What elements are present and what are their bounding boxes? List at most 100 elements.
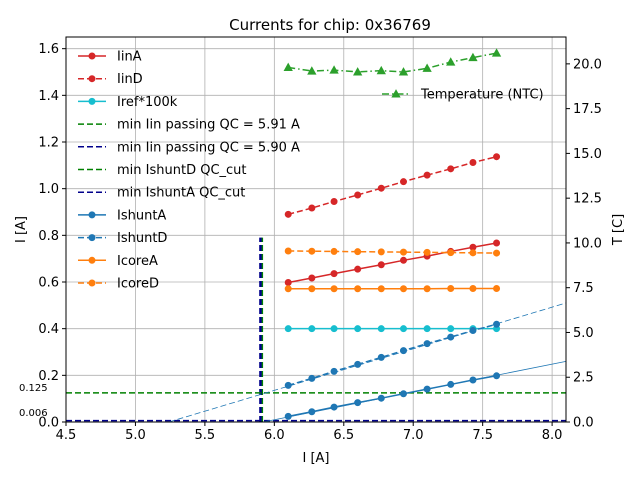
- x-tick-label-1: 5.0: [125, 428, 146, 443]
- point-icorea-2: [330, 285, 338, 293]
- chart-title: Currents for chip: 0x36769: [229, 16, 431, 34]
- y-tick-label-8: 1.6: [38, 42, 59, 57]
- point-temperature-3: [353, 67, 363, 76]
- point-icorea-9: [493, 285, 501, 293]
- point-ishuntd-2: [330, 367, 338, 375]
- point-icorea-4: [377, 285, 385, 293]
- legend-label-1: IinD: [117, 72, 143, 87]
- point-icorea-3: [354, 285, 362, 293]
- point-iina-9: [493, 239, 501, 247]
- point-ishunta-3: [354, 399, 362, 407]
- point-ishunta-5: [400, 390, 407, 398]
- point-ishunta-7: [447, 380, 455, 388]
- point-iref-100k-6: [423, 325, 431, 333]
- point-iind-3: [354, 191, 362, 199]
- point-iind-5: [400, 178, 407, 186]
- point-iref-100k-4: [377, 325, 385, 333]
- series-line-ishunta: [288, 375, 497, 418]
- point-icored-2: [330, 247, 338, 255]
- series-line-iina: [288, 242, 497, 284]
- point-iind-1: [308, 204, 316, 212]
- point-ishuntd-7: [447, 333, 455, 341]
- legend-marker-9: [88, 256, 96, 264]
- y2-tick-label-5: 12.5: [573, 192, 602, 207]
- point-temperature-1: [307, 66, 317, 75]
- point-icorea-7: [447, 285, 455, 293]
- y-tick-label-4: 0.8: [38, 229, 59, 244]
- y2-tick-label-0: 0.0: [573, 416, 594, 431]
- point-icored-0: [284, 247, 292, 255]
- point-icored-9: [493, 249, 501, 257]
- point-ishuntd-3: [354, 360, 362, 368]
- y-tick-label-2: 0.4: [38, 322, 59, 337]
- x-tick-label-7: 8.0: [542, 428, 563, 443]
- grid: [65, 37, 566, 423]
- point-ishuntd-0: [284, 381, 292, 389]
- legend-label-10: IcoreD: [117, 277, 159, 292]
- series-line-iind: [288, 155, 497, 216]
- point-iind-8: [469, 159, 477, 167]
- y2-tick-label-6: 15.0: [573, 147, 602, 162]
- legend-temp-marker: [391, 89, 401, 98]
- point-icorea-8: [469, 285, 477, 293]
- x-tick-label-6: 7.5: [472, 428, 493, 443]
- series-line-temperature: [288, 52, 497, 73]
- legend-label-9: IcoreA: [117, 254, 158, 269]
- annotation-0006: 0.006: [19, 408, 48, 419]
- legend-label-2: Iref*100k: [117, 95, 178, 110]
- legend-label-3: min Iin passing QC = 5.91 A: [117, 118, 300, 133]
- legend-marker-8: [88, 234, 96, 242]
- point-iina-0: [284, 278, 292, 286]
- point-icored-6: [423, 248, 431, 256]
- legend-main: IinA IinD Iref*100k min Iin passing QC = 5.…: [78, 50, 300, 292]
- point-temperature-5: [398, 67, 409, 76]
- x-tick-label-0: 4.5: [56, 428, 77, 443]
- point-temperature-8: [468, 52, 478, 62]
- point-temperature-4: [376, 65, 386, 75]
- x-tick-label-3: 6.0: [264, 428, 285, 443]
- series-line-icored: [288, 250, 497, 254]
- legend-temperature: Temperature (NTC): [382, 88, 544, 103]
- point-iina-5: [400, 256, 407, 264]
- point-iind-0: [284, 210, 292, 218]
- legend-label-8: IshuntD: [117, 231, 167, 246]
- point-icorea-1: [308, 285, 316, 293]
- y2-tick-label-7: 17.5: [573, 102, 602, 117]
- legend-temp-label: Temperature (NTC): [420, 88, 544, 103]
- legend-label-4: min Iin passing QC = 5.90 A: [117, 140, 300, 155]
- y-tick-label-1: 0.2: [38, 369, 59, 384]
- point-ishunta-1: [308, 408, 316, 416]
- y2-tick-label-8: 20.0: [573, 57, 602, 72]
- legend-label-5: min IshuntD QC_cut: [117, 163, 247, 178]
- point-temperature-0: [283, 62, 293, 71]
- x-tick-label-5: 7.0: [403, 428, 424, 443]
- x-tick-label-4: 6.5: [333, 428, 354, 443]
- point-icored-8: [469, 249, 477, 257]
- legend-marker-7: [88, 211, 96, 219]
- point-iina-1: [308, 274, 316, 282]
- point-ishuntd-5: [400, 347, 407, 355]
- fit-line-ishuntd: [168, 302, 567, 423]
- y2-tick-label-2: 5.0: [573, 326, 594, 341]
- point-iref-100k-2: [330, 325, 338, 333]
- point-ishuntd-8: [469, 327, 477, 335]
- legend-label-7: IshuntA: [117, 208, 166, 223]
- point-ishunta-8: [469, 376, 477, 384]
- point-icored-7: [447, 249, 455, 257]
- point-iref-100k-5: [400, 325, 407, 333]
- point-iind-4: [377, 184, 385, 192]
- y-tick-label-5: 1.0: [38, 182, 59, 197]
- point-temperature-9: [491, 48, 502, 57]
- y2-axis-label: T [C]: [611, 214, 626, 246]
- point-ishunta-9: [493, 372, 501, 380]
- point-iina-3: [354, 265, 362, 273]
- plot-frame: [65, 36, 567, 423]
- legend-label-0: IinA: [117, 50, 142, 65]
- point-ishuntd-1: [308, 374, 316, 382]
- series-line-ishuntd: [288, 323, 497, 387]
- point-icored-3: [354, 248, 362, 256]
- point-temperature-2: [329, 65, 339, 74]
- point-icored-1: [308, 247, 316, 255]
- point-ishuntd-6: [423, 340, 431, 348]
